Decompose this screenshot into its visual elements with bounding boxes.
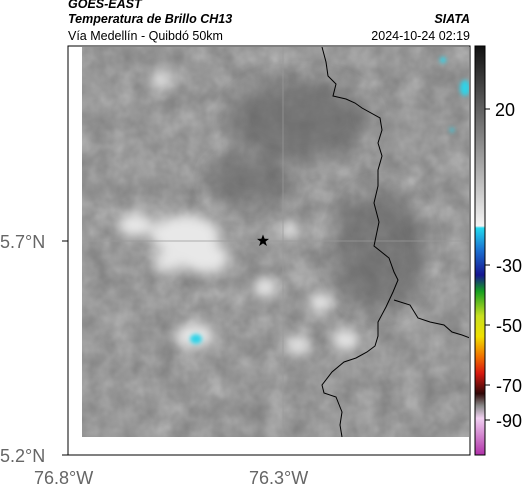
- lon-label-2: 76.3°W: [249, 468, 308, 488]
- product-title: Temperatura de Brillo CH13: [68, 12, 233, 26]
- star-icon: [257, 234, 269, 246]
- department-boundary-east: [393, 299, 469, 339]
- agency-label: SIATA: [434, 12, 470, 26]
- colorbar-tick-m90: -90: [496, 411, 522, 431]
- lat-label-1: 5.7°N: [0, 232, 45, 252]
- colorbar: [474, 45, 486, 456]
- department-boundary: [321, 47, 399, 437]
- route-subtitle: Vía Medellín - Quibdó 50km: [68, 29, 223, 43]
- satellite-image: [82, 47, 469, 437]
- lat-label-2: 5.2°N: [0, 446, 45, 466]
- satellite-title: GOES-EAST: [68, 0, 142, 11]
- colorbar-tick-m30: -30: [496, 256, 522, 276]
- colorbar-tick-20: 20: [495, 100, 515, 120]
- colorbar-tick-m50: -50: [496, 316, 522, 336]
- lon-label-1: 76.8°W: [34, 468, 93, 488]
- datetime-label: 2024-10-24 02:19: [371, 29, 470, 43]
- colorbar-tick-m70: -70: [496, 376, 522, 396]
